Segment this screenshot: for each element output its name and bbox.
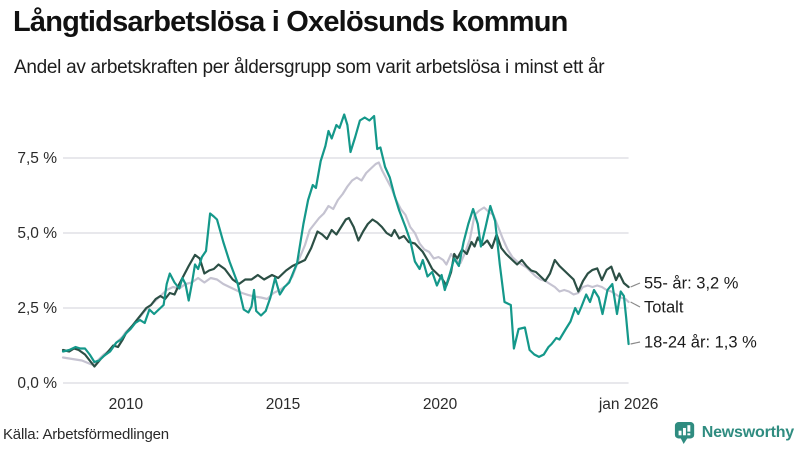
label-connector: [630, 282, 641, 288]
label-connector: [630, 301, 641, 308]
series-line-18-24-ar: [61, 113, 630, 364]
x-tick-label: 2010: [109, 396, 144, 413]
x-tick-label: jan 2026: [598, 396, 658, 413]
x-tick-label: 2015: [266, 396, 300, 413]
y-tick-label: 7,5 %: [17, 150, 57, 167]
end-label-18-24-ar: 18-24 år: 1,3 %: [644, 334, 757, 352]
newsworthy-logo: Newsworthy: [674, 421, 794, 445]
y-tick-label: 5,0 %: [17, 225, 57, 242]
chart-subtitle: Andel av arbetskraften per åldersgrupp s…: [14, 57, 605, 78]
newsworthy-bubble-chart-icon: [674, 422, 694, 444]
end-label-totalt: Totalt: [644, 299, 684, 317]
end-label-55-ar: 55- år: 3,2 %: [644, 275, 739, 293]
series-line-totalt: [61, 161, 630, 366]
y-tick-label: 2,5 %: [17, 300, 57, 317]
x-tick-label: 2020: [423, 396, 458, 413]
newsworthy-wordmark: Newsworthy: [701, 424, 794, 441]
label-connector: [630, 341, 641, 345]
chart-title: Långtidsarbetslösa i Oxelösunds kommun: [13, 6, 568, 38]
series-line-55-ar: [61, 216, 630, 368]
y-tick-label: 0,0 %: [17, 375, 57, 392]
source-note: Källa: Arbetsförmedlingen: [3, 426, 169, 443]
